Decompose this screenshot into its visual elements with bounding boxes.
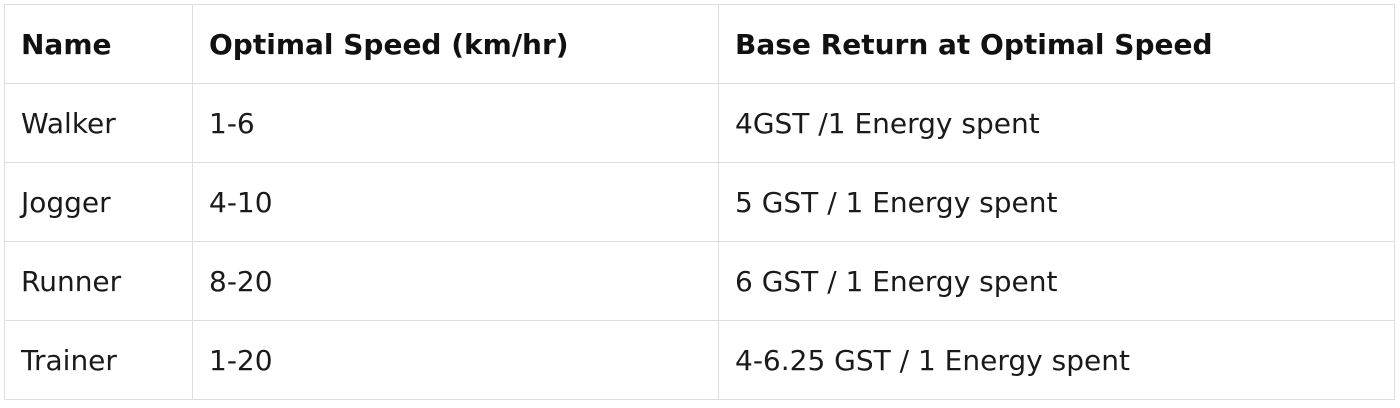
sneaker-types-table-container: Name Optimal Speed (km/hr) Base Return a… bbox=[4, 4, 1395, 400]
cell-name: Runner bbox=[4, 241, 193, 321]
cell-name: Trainer bbox=[4, 320, 193, 400]
cell-base-return: 5 GST / 1 Energy spent bbox=[718, 162, 1395, 242]
cell-base-return: 6 GST / 1 Energy spent bbox=[718, 241, 1395, 321]
cell-optimal-speed: 1-20 bbox=[192, 320, 719, 400]
cell-optimal-speed: 1-6 bbox=[192, 83, 719, 163]
sneaker-types-table: Name Optimal Speed (km/hr) Base Return a… bbox=[4, 4, 1395, 400]
header-optimal-speed: Optimal Speed (km/hr) bbox=[192, 4, 719, 84]
table-row: Jogger 4-10 5 GST / 1 Energy spent bbox=[4, 162, 1395, 242]
cell-base-return: 4GST /1 Energy spent bbox=[718, 83, 1395, 163]
cell-optimal-speed: 4-10 bbox=[192, 162, 719, 242]
cell-name: Jogger bbox=[4, 162, 193, 242]
cell-base-return: 4-6.25 GST / 1 Energy spent bbox=[718, 320, 1395, 400]
table-row: Runner 8-20 6 GST / 1 Energy spent bbox=[4, 241, 1395, 321]
cell-optimal-speed: 8-20 bbox=[192, 241, 719, 321]
table-header-row: Name Optimal Speed (km/hr) Base Return a… bbox=[4, 4, 1395, 84]
table-row: Walker 1-6 4GST /1 Energy spent bbox=[4, 83, 1395, 163]
header-base-return: Base Return at Optimal Speed bbox=[718, 4, 1395, 84]
table-row: Trainer 1-20 4-6.25 GST / 1 Energy spent bbox=[4, 320, 1395, 400]
cell-name: Walker bbox=[4, 83, 193, 163]
header-name: Name bbox=[4, 4, 193, 84]
